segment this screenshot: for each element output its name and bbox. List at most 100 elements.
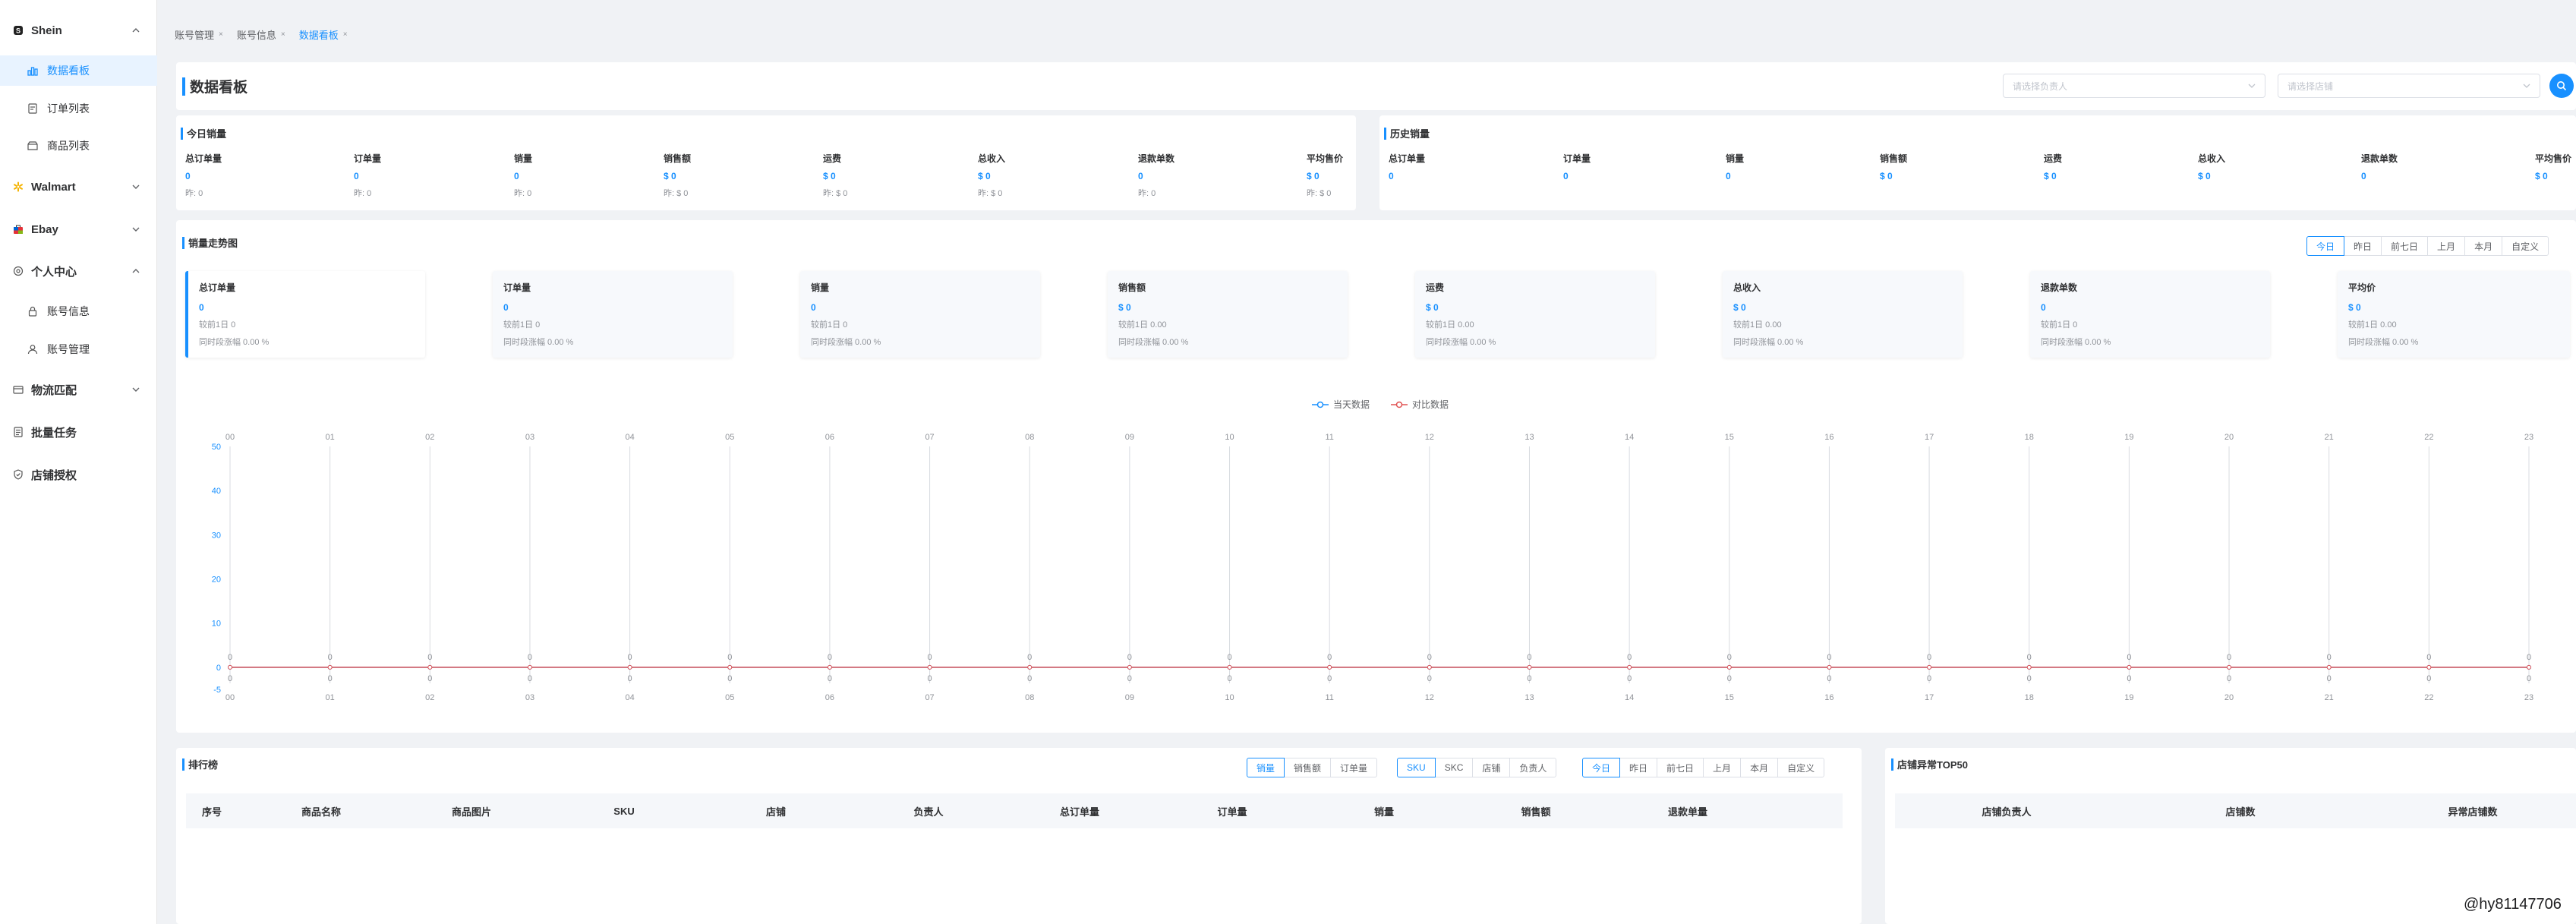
- y-tick-label: 40: [212, 487, 221, 496]
- metric-tab-orders[interactable]: 订单量: [1330, 758, 1378, 777]
- range-tab-last7[interactable]: 前七日: [2381, 236, 2429, 256]
- trend-box-total-orders[interactable]: 总订单量 0 较前1日 0 同时段涨幅 0.00 %: [185, 271, 425, 358]
- search-button[interactable]: [2549, 74, 2574, 98]
- trend-box-orders[interactable]: 订单量 0 较前1日 0 同时段涨幅 0.00 %: [493, 271, 733, 358]
- dimension-tab-sku[interactable]: SKU: [1397, 758, 1436, 777]
- legend-item-today[interactable]: 当天数据: [1312, 398, 1370, 411]
- trend-box-refunds[interactable]: 退款单数 0 较前1日 0 同时段涨幅 0.00 %: [2030, 271, 2270, 358]
- ranking-dimension-tabs: SKU SKC 店铺 负责人: [1397, 758, 1557, 777]
- stat-revenue: 销售额 $ 0 昨: $ 0: [664, 153, 692, 198]
- x-tick-label: 07: [925, 693, 934, 702]
- metric-tab-revenue[interactable]: 销售额: [1284, 758, 1332, 777]
- x-tick-label: 04: [625, 693, 634, 702]
- sidebar-item-account-manage[interactable]: 账号管理: [0, 334, 157, 364]
- x-tick-label: 11: [1325, 433, 1333, 442]
- metric-tab-qty[interactable]: 销量: [1247, 758, 1285, 777]
- range-tab-custom[interactable]: 自定义: [2502, 236, 2549, 256]
- column-header: 销售额: [1521, 806, 1551, 818]
- sidebar-group-label: 个人中心: [31, 265, 77, 279]
- sidebar-item-order-list[interactable]: 订单列表: [0, 93, 157, 124]
- dimension-tab-skc[interactable]: SKC: [1434, 758, 1474, 777]
- sidebar-group-user-center[interactable]: 个人中心: [0, 256, 157, 286]
- breadcrumb-item[interactable]: 账号信息 ×: [236, 30, 285, 41]
- trend-box-avg-price[interactable]: 平均价 $ 0 较前1日 0.00 同时段涨幅 0.00 %: [2338, 271, 2570, 358]
- trend-box-revenue[interactable]: 销售额 $ 0 较前1日 0.00 同时段涨幅 0.00 %: [1108, 271, 1348, 358]
- store-select[interactable]: 请选择店铺: [2278, 74, 2540, 98]
- data-label: 0: [2027, 653, 2032, 662]
- trend-line-chart: 0000010102020303040405050606070708080909…: [212, 433, 2533, 702]
- data-label: 0: [828, 674, 832, 683]
- x-tick-label: 15: [1725, 433, 1734, 442]
- data-point: [1627, 664, 1632, 670]
- sidebar-group-batch-task[interactable]: 批量任务: [0, 417, 157, 447]
- ranking-range-tabs: 今日 昨日 前七日 上月 本月 自定义: [1582, 758, 1825, 777]
- x-tick-label: 12: [1425, 433, 1434, 442]
- data-label: 0: [2227, 653, 2231, 662]
- range-tab-this-month[interactable]: 本月: [1740, 758, 1779, 777]
- close-icon[interactable]: ×: [219, 30, 223, 39]
- data-point: [1227, 664, 1232, 670]
- x-tick-label: 19: [2124, 693, 2133, 702]
- data-label: 0: [528, 674, 532, 683]
- data-label: 0: [828, 653, 832, 662]
- breadcrumb-item-active[interactable]: 数据看板 ×: [298, 30, 348, 41]
- sidebar-group-label: 批量任务: [31, 426, 77, 440]
- x-tick-label: 21: [2325, 693, 2334, 702]
- range-tab-yesterday[interactable]: 昨日: [1619, 758, 1658, 777]
- close-icon[interactable]: ×: [280, 30, 285, 39]
- shein-logo-icon: S: [12, 24, 24, 36]
- hist-stat-orders: 订单量 0: [1563, 153, 1591, 181]
- hist-stat-sales-qty: 销量 0: [1726, 153, 1745, 181]
- data-point: [1027, 664, 1033, 670]
- data-point: [2026, 664, 2032, 670]
- x-tick-label: 10: [1225, 693, 1234, 702]
- column-header: SKU: [613, 805, 635, 817]
- owner-select[interactable]: 请选择负责人: [2003, 74, 2265, 98]
- range-tab-today[interactable]: 今日: [1582, 758, 1621, 777]
- dimension-tab-owner[interactable]: 负责人: [1509, 758, 1557, 777]
- breadcrumb-item[interactable]: 账号管理 ×: [175, 30, 223, 41]
- legend-item-compare[interactable]: 对比数据: [1391, 398, 1449, 411]
- chevron-up-icon: [132, 269, 140, 273]
- sidebar-item-product-list[interactable]: 商品列表: [0, 131, 157, 161]
- data-point: [827, 664, 832, 670]
- sidebar-group-store-auth[interactable]: 店铺授权: [0, 459, 157, 490]
- sidebar-item-dashboard[interactable]: 数据看板: [0, 55, 157, 86]
- chevron-down-icon: [132, 184, 140, 189]
- trend-box-total-income[interactable]: 总收入 $ 0 较前1日 0.00 同时段涨幅 0.00 %: [1723, 271, 1963, 358]
- range-tab-yesterday[interactable]: 昨日: [2344, 236, 2382, 256]
- x-tick-label: 16: [1824, 693, 1833, 702]
- range-tab-today[interactable]: 今日: [2306, 236, 2345, 256]
- sidebar-item-label: 账号信息: [47, 305, 90, 317]
- data-point: [2527, 664, 2531, 670]
- column-header: 销量: [1373, 806, 1395, 818]
- sidebar-group-logistics[interactable]: 物流匹配: [0, 374, 157, 405]
- x-tick-label: 08: [1025, 693, 1034, 702]
- sidebar-group-walmart[interactable]: Walmart: [0, 172, 157, 202]
- batch-task-icon: [12, 426, 24, 438]
- range-tab-this-month[interactable]: 本月: [2464, 236, 2503, 256]
- data-label: 0: [1427, 674, 1432, 683]
- dimension-tab-store[interactable]: 店铺: [1472, 758, 1511, 777]
- sidebar-group-shein[interactable]: S Shein: [0, 15, 157, 46]
- y-tick-label: 20: [212, 576, 221, 585]
- trend-box-shipping[interactable]: 运费 $ 0 较前1日 0.00 同时段涨幅 0.00 %: [1415, 271, 1655, 358]
- data-point: [1927, 664, 1932, 670]
- data-label: 0: [2027, 674, 2032, 683]
- range-tab-last-month[interactable]: 上月: [1703, 758, 1742, 777]
- range-tab-last7[interactable]: 前七日: [1657, 758, 1704, 777]
- sidebar-group-label: 店铺授权: [31, 468, 77, 482]
- x-tick-label: 15: [1725, 693, 1734, 702]
- trend-box-sales-qty[interactable]: 销量 0 较前1日 0 同时段涨幅 0.00 %: [800, 271, 1040, 358]
- legend-line-marker-icon: [1312, 401, 1329, 408]
- range-tab-custom[interactable]: 自定义: [1777, 758, 1825, 777]
- hist-stat-total-orders: 总订单量 0: [1389, 153, 1426, 181]
- data-point: [228, 664, 232, 670]
- sidebar-group-ebay[interactable]: Ebay: [0, 214, 157, 244]
- sidebar-item-account-info[interactable]: 账号信息: [0, 296, 157, 326]
- data-label: 0: [2127, 674, 2131, 683]
- close-icon[interactable]: ×: [342, 30, 348, 39]
- range-tab-last-month[interactable]: 上月: [2427, 236, 2466, 256]
- data-label: 0: [1027, 674, 1032, 683]
- column-header: 序号: [201, 806, 222, 818]
